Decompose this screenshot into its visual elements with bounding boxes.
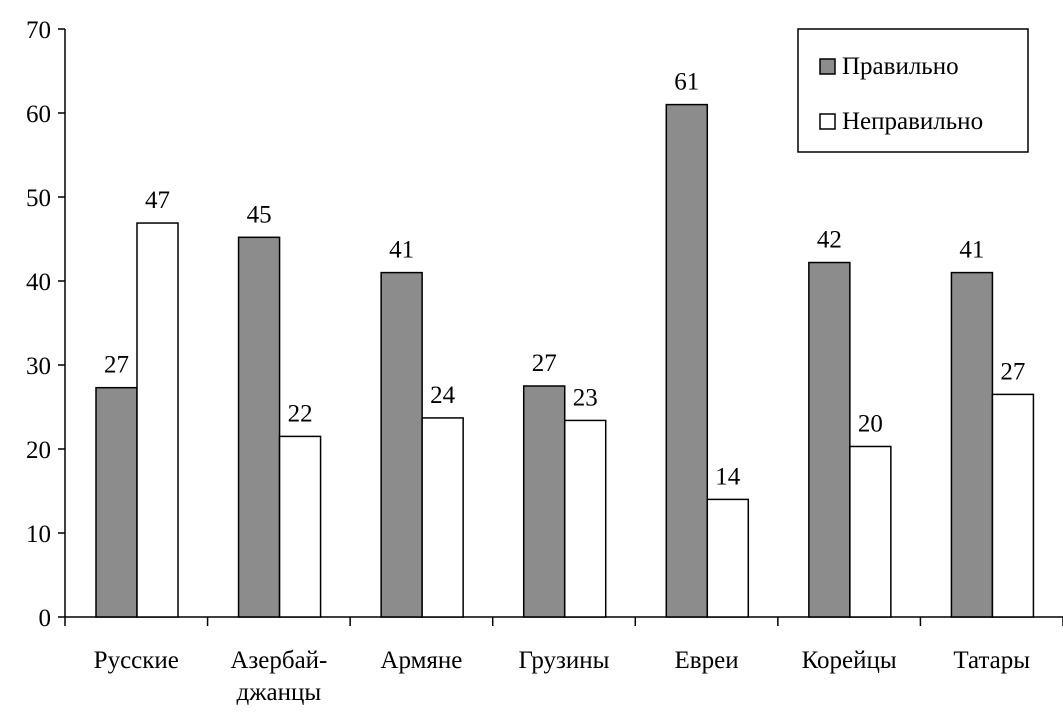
legend-label: Правильно [842,53,959,80]
x-category-label: Армяне [380,647,462,674]
bar-value-label: 27 [104,352,129,379]
bar-value-label: 27 [1000,358,1025,385]
y-tick-label: 10 [26,521,51,548]
x-category-label-line: Армяне [380,647,462,674]
legend: Правильно Неправильно [797,28,1029,153]
x-category-label-line: Евреи [675,647,739,674]
bar-value-label: 24 [430,382,456,409]
x-category-label: Азербай-джанцы [230,647,327,706]
x-axis: Русские Азербай-джанцы Армяне Грузины Евреи К… [64,616,1063,706]
x-category-label-line: джанцы [237,679,322,706]
bar-correct [665,103,709,618]
x-category-label: Евреи [675,647,739,674]
bar-value-label: 27 [532,350,557,377]
x-category-label-line: Татары [953,647,1030,674]
bar-correct [950,271,994,618]
y-tick-label: 60 [26,101,51,128]
data-labels: 27 45 41 27 61 42 41 47 22 24 23 14 20 27 [104,69,1025,491]
x-category-label-line: Грузины [519,647,610,674]
bar-incorrect [278,435,322,618]
bar-incorrect [563,419,607,618]
y-tick-label: 30 [26,353,51,380]
bar-value-label: 20 [858,410,883,437]
bar-correct [522,385,566,618]
bar-correct [380,271,423,618]
y-tick-label: 50 [26,185,51,212]
bar-incorrect [991,393,1035,618]
bar-correct [808,261,851,618]
bar-incorrect [706,498,750,618]
bar-value-label: 61 [674,69,699,96]
x-category-label-line: Азербай- [230,647,327,674]
bar-value-label: 22 [288,400,313,427]
bar-value-label: 45 [247,201,272,228]
x-category-label: Русские [94,647,179,674]
y-tick-label: 70 [26,17,51,44]
bar-incorrect [849,445,892,618]
bar-value-label: 42 [817,227,842,254]
bar-value-label: 23 [573,384,598,411]
legend-swatch [819,113,836,130]
x-category-label-line: Корейцы [802,647,897,674]
bar-correct [95,386,138,618]
x-category-label-line: Русские [94,647,179,674]
bars [95,103,1035,618]
x-category-label: Татары [953,647,1030,674]
legend-swatch [819,58,836,75]
x-category-label: Грузины [519,647,610,674]
y-tick-label: 20 [26,437,51,464]
y-tick-label: 0 [39,605,52,632]
bar-value-label: 41 [959,237,984,264]
bar-incorrect [421,417,464,618]
bar-incorrect [136,222,179,618]
bar-value-label: 14 [715,463,741,490]
legend-box [797,28,1029,153]
y-axis: 0 10 20 30 40 50 60 70 [26,17,66,632]
bar-correct [237,236,281,618]
y-tick-label: 40 [26,269,51,296]
legend-label: Неправильно [842,108,983,135]
x-category-label: Корейцы [802,647,897,674]
bar-value-label: 41 [389,237,414,264]
bar-value-label: 47 [145,187,170,214]
